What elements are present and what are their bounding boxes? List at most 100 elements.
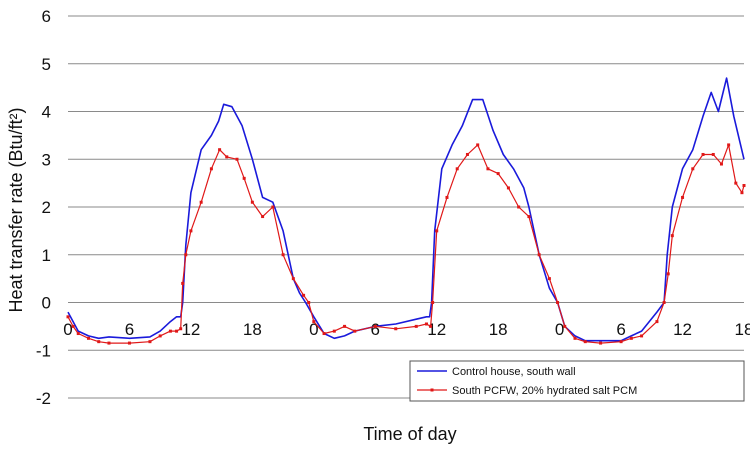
data-point-pcm <box>312 320 316 324</box>
data-point-pcm <box>343 324 347 328</box>
data-point-pcm <box>727 143 731 147</box>
x-axis-label: Time of day <box>363 424 456 444</box>
data-point-pcm <box>445 195 449 199</box>
data-point-pcm <box>619 340 623 344</box>
data-point-pcm <box>640 334 644 338</box>
data-point-pcm <box>179 327 183 331</box>
data-point-pcm <box>662 301 666 304</box>
data-point-pcm <box>719 162 723 166</box>
legend: Control house, south wall South PCFW, 20… <box>409 360 745 402</box>
data-point-pcm <box>435 229 439 233</box>
series-layer <box>66 77 746 345</box>
data-point-pcm <box>527 215 531 219</box>
series-line-pcm <box>67 144 745 344</box>
x-tick-label: 12 <box>181 320 200 339</box>
data-point-pcm <box>455 167 459 171</box>
data-point-pcm <box>353 329 357 333</box>
x-tick-label: 18 <box>489 320 508 339</box>
gridlines <box>68 15 744 399</box>
data-point-pcm <box>175 329 179 333</box>
data-point-pcm <box>670 234 674 238</box>
series-line-control <box>67 77 745 342</box>
data-point-pcm <box>281 253 285 257</box>
data-point-pcm <box>573 336 577 340</box>
data-point-pcm <box>414 324 418 328</box>
y-tick-label: 3 <box>42 150 51 169</box>
data-point-pcm <box>429 324 433 328</box>
data-point-pcm <box>666 272 670 276</box>
x-tick-label: 6 <box>125 320 134 339</box>
data-point-pcm <box>583 340 587 344</box>
data-point-pcm <box>107 341 111 345</box>
data-point-pcm <box>711 152 715 156</box>
y-tick-label: 1 <box>42 246 51 265</box>
data-point-pcm <box>517 205 521 209</box>
data-point-pcm <box>563 324 567 328</box>
data-point-pcm <box>261 215 265 219</box>
data-point-pcm <box>235 157 239 161</box>
x-tick-label: 6 <box>616 320 625 339</box>
legend-marker-pcm <box>430 388 434 392</box>
data-point-pcm <box>250 200 254 204</box>
data-point-pcm <box>373 324 377 328</box>
data-point-pcm <box>629 336 633 340</box>
data-point-pcm <box>184 253 188 257</box>
y-tick-label: 2 <box>42 198 51 217</box>
data-point-pcm <box>681 195 685 199</box>
legend-box <box>409 360 745 402</box>
data-point-pcm <box>537 253 541 257</box>
data-point-pcm <box>127 341 131 345</box>
data-point-pcm <box>655 320 659 324</box>
data-point-pcm <box>76 332 80 336</box>
y-tick-label: -1 <box>36 341 51 360</box>
data-point-pcm <box>66 315 70 319</box>
data-point-pcm <box>199 200 203 204</box>
data-point-pcm <box>158 334 162 338</box>
data-point-pcm <box>148 340 152 344</box>
y-tick-label: 0 <box>42 294 51 313</box>
data-point-pcm <box>496 172 500 176</box>
x-axis-ticks: 0 6 12 18 0 6 12 18 0 6 12 18 <box>63 320 750 339</box>
data-point-pcm <box>322 332 326 336</box>
data-point-pcm <box>181 281 185 285</box>
data-point-pcm <box>742 184 746 188</box>
y-tick-label: 6 <box>42 7 51 26</box>
data-point-pcm <box>332 329 336 333</box>
data-point-pcm <box>242 176 246 180</box>
data-point-pcm <box>486 167 490 171</box>
data-point-pcm <box>394 327 398 331</box>
y-tick-label: 5 <box>42 55 51 74</box>
x-tick-label: 12 <box>673 320 692 339</box>
y-tick-label: 4 <box>42 103 51 122</box>
y-tick-label: -2 <box>36 389 51 408</box>
x-tick-label: 6 <box>371 320 380 339</box>
data-point-pcm <box>225 155 229 159</box>
data-point-pcm <box>424 322 428 326</box>
x-tick-label: 0 <box>63 320 72 339</box>
data-point-pcm <box>168 329 172 333</box>
data-point-pcm <box>209 167 213 171</box>
data-point-pcm <box>691 167 695 171</box>
data-point-pcm <box>302 293 306 297</box>
data-point-pcm <box>71 324 75 328</box>
data-point-pcm <box>476 143 480 147</box>
x-tick-label: 18 <box>243 320 262 339</box>
data-point-pcm <box>701 152 705 156</box>
x-tick-label: 0 <box>555 320 564 339</box>
x-tick-label: 0 <box>309 320 318 339</box>
data-point-pcm <box>431 301 435 304</box>
y-axis-label: Heat transfer rate (Btu/ft²) <box>6 107 26 312</box>
data-point-pcm <box>599 341 603 345</box>
legend-label-control: Control house, south wall <box>452 366 576 378</box>
data-point-pcm <box>97 340 101 344</box>
data-point-pcm <box>734 181 738 185</box>
x-tick-label: 12 <box>427 320 446 339</box>
data-point-pcm <box>556 301 560 304</box>
data-point-pcm <box>189 229 193 233</box>
y-axis-ticks: -2 -1 0 1 2 3 4 5 6 <box>36 7 51 408</box>
data-point-pcm <box>506 186 510 190</box>
data-point-pcm <box>307 301 311 304</box>
data-point-pcm <box>465 152 469 156</box>
data-point-pcm <box>218 148 222 152</box>
